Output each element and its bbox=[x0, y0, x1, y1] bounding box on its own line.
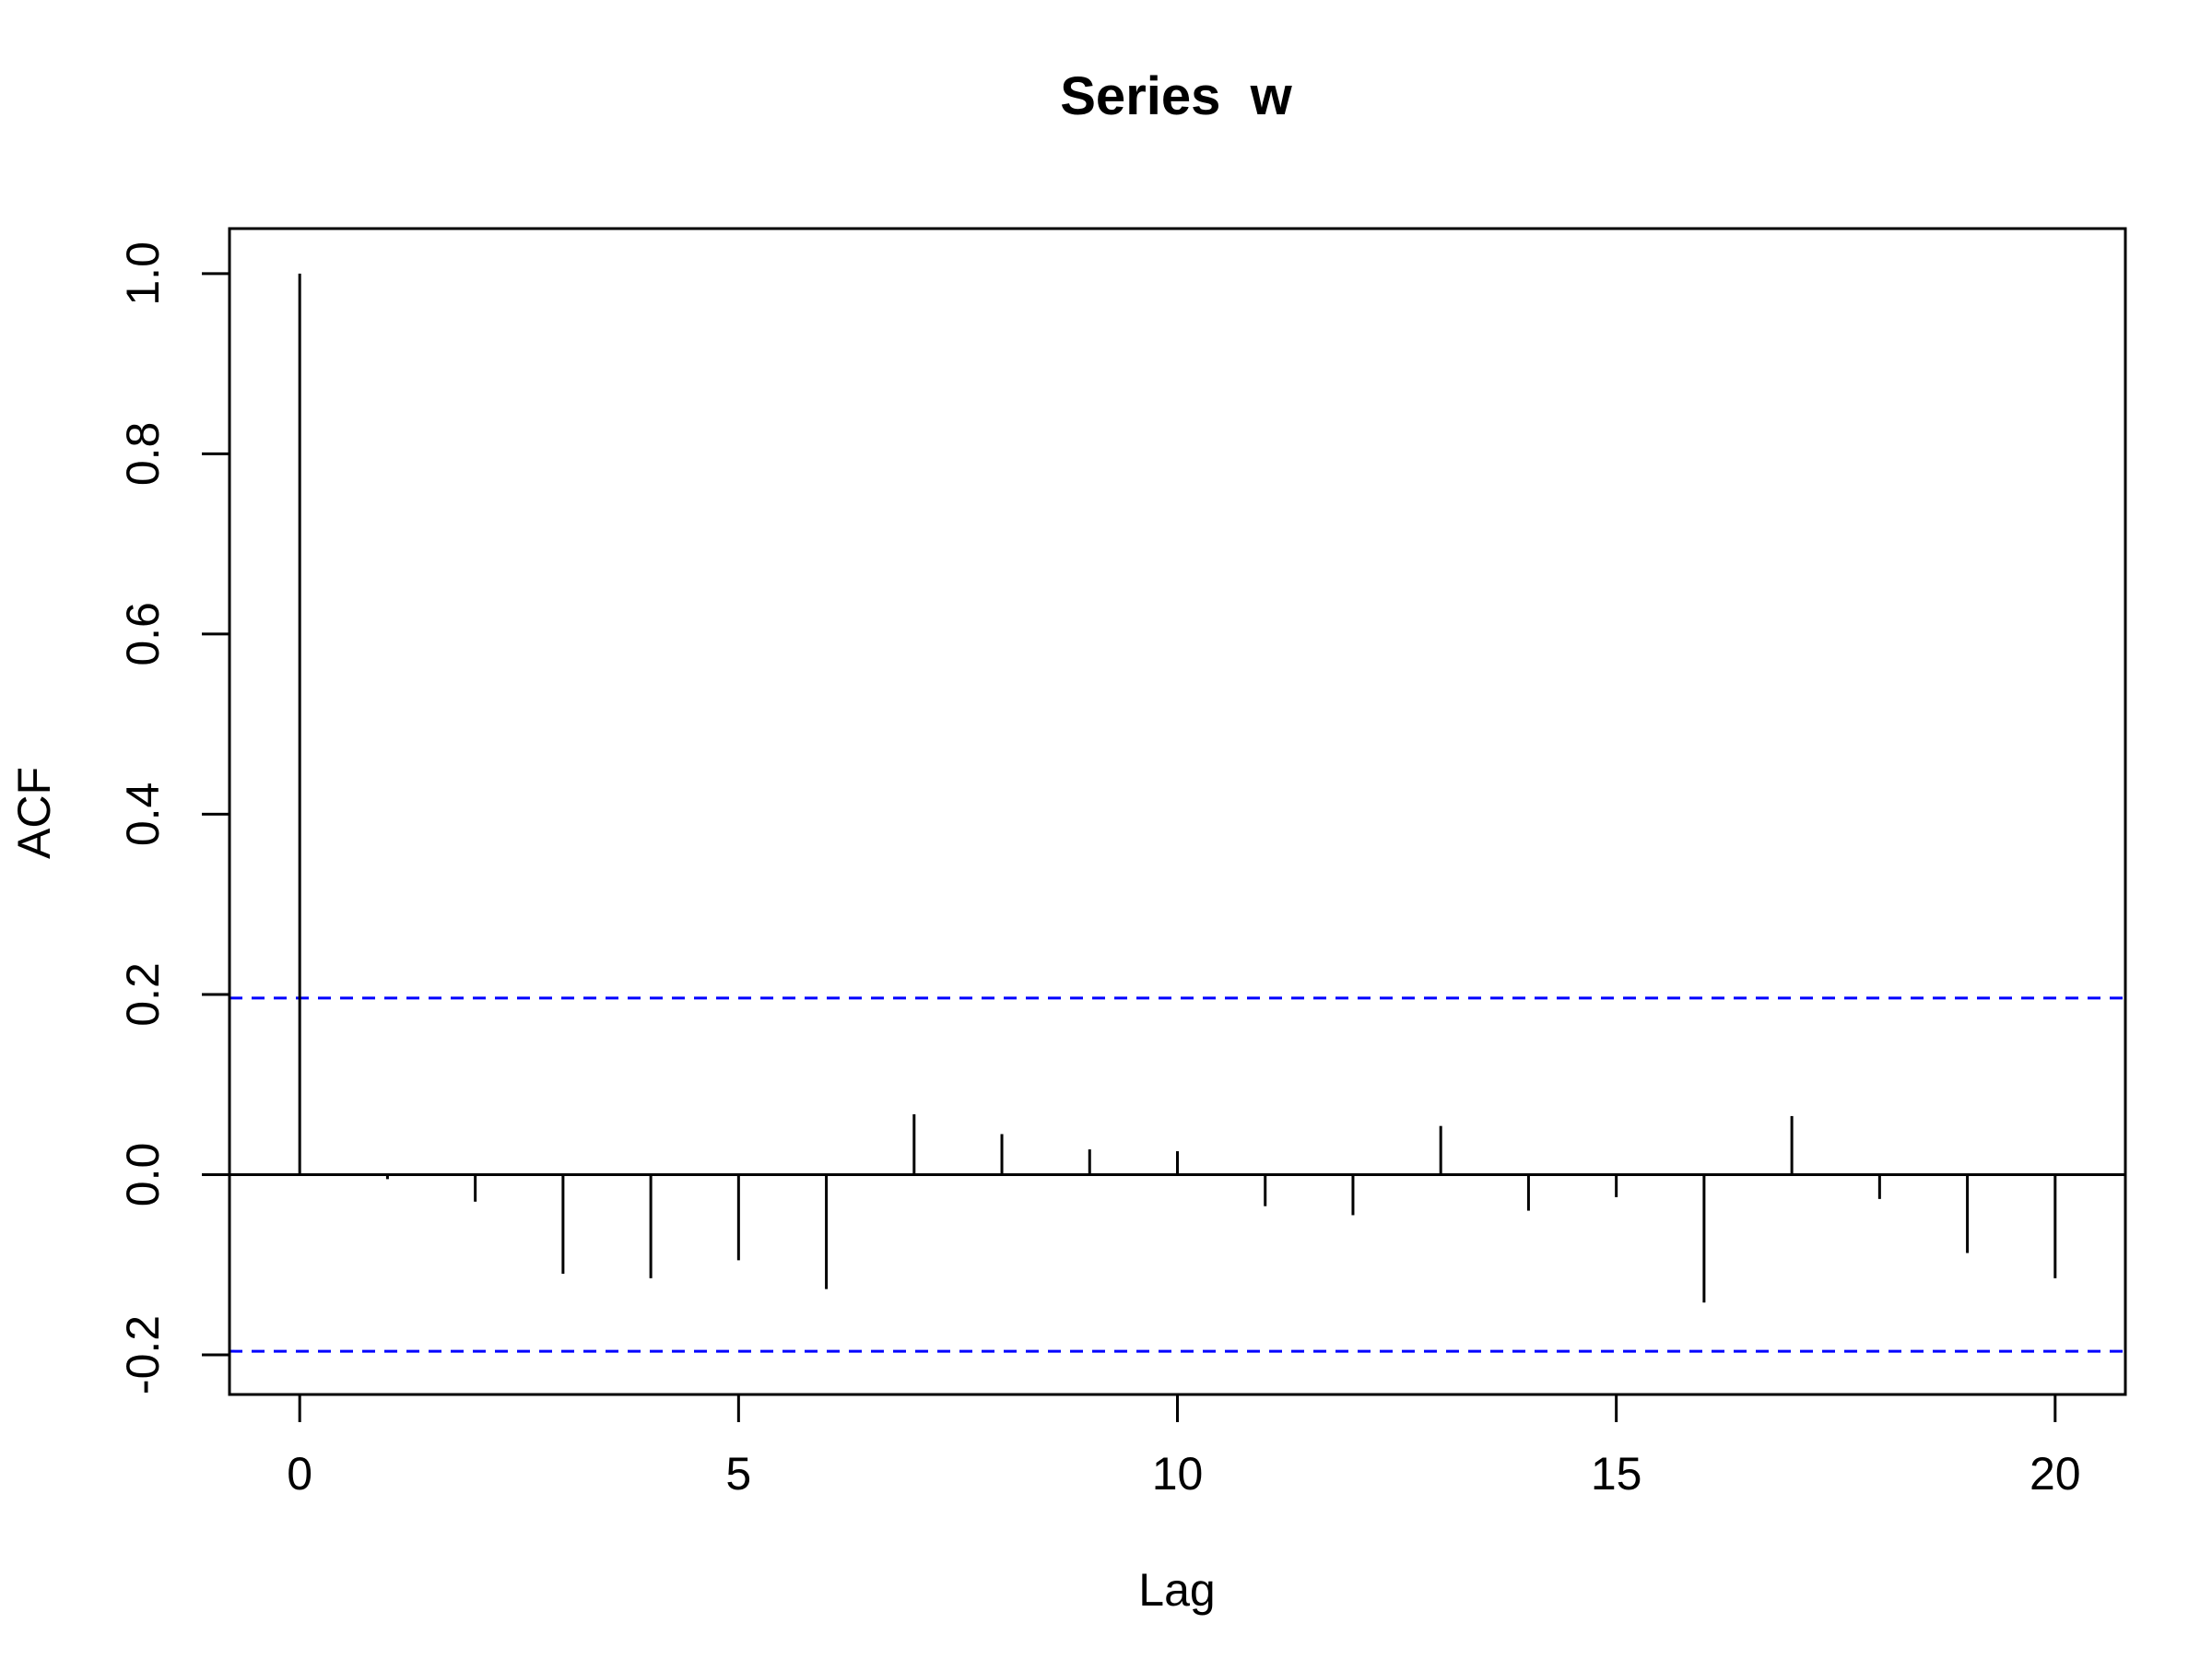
x-tick-label: 10 bbox=[1152, 1448, 1204, 1500]
x-tick-label: 20 bbox=[2030, 1448, 2081, 1500]
y-tick-label: 0.8 bbox=[117, 422, 169, 487]
x-axis: 0 5 10 15 20 bbox=[287, 1393, 2081, 1500]
y-tick-label: 0.0 bbox=[117, 1143, 169, 1207]
y-tick-label: -0.2 bbox=[117, 1315, 169, 1394]
plot-frame bbox=[228, 227, 2127, 1396]
y-tick-label: 1.0 bbox=[117, 241, 169, 306]
y-tick-label: 0.6 bbox=[117, 602, 169, 666]
x-tick-label: 0 bbox=[287, 1448, 312, 1500]
x-axis-label: Lag bbox=[1138, 1564, 1215, 1616]
acf-bars bbox=[298, 273, 2057, 1303]
chart-title: Series w bbox=[1060, 66, 1292, 126]
y-tick-label: 0.4 bbox=[117, 782, 169, 847]
x-tick-label: 5 bbox=[725, 1448, 751, 1500]
y-tick-label: 0.2 bbox=[117, 962, 169, 1027]
y-axis-label: ACF bbox=[8, 767, 60, 859]
y-axis: -0.2 0.0 0.2 0.4 0.6 0.8 1.0 bbox=[117, 241, 231, 1394]
x-tick-label: 15 bbox=[1591, 1448, 1642, 1500]
